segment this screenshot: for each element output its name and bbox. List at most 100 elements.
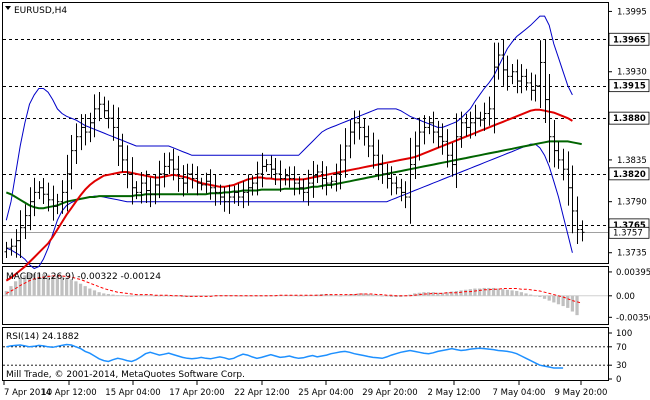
price-bar — [88, 112, 93, 143]
price-bar — [431, 111, 436, 144]
price-bar — [41, 177, 46, 205]
level-price-tag: 1.3965 — [608, 32, 650, 46]
price-bar — [23, 204, 28, 240]
price-bar — [482, 102, 487, 131]
macd-bar — [60, 276, 64, 296]
price-bar — [311, 160, 316, 198]
macd-bar — [241, 295, 245, 297]
macd-bar — [88, 288, 92, 296]
price-bar — [413, 131, 418, 180]
red-moving-average — [5, 108, 573, 282]
time-tick-label: 10 Apr 12:00 — [41, 388, 96, 398]
price-bar — [167, 152, 172, 174]
macd-bar — [575, 295, 579, 316]
macd-bar — [385, 295, 389, 297]
dropdown-triangle-icon[interactable] — [5, 6, 11, 10]
macd-bar — [125, 295, 129, 297]
rsi-panel-frame — [2, 327, 609, 381]
price-bar — [450, 143, 455, 177]
price-bar — [218, 184, 223, 205]
macd-bar — [533, 295, 537, 297]
price-bar — [269, 155, 274, 179]
macd-bar — [454, 290, 459, 296]
macd-bar — [468, 289, 472, 296]
price-bar — [552, 120, 557, 168]
price-bar — [394, 176, 399, 195]
price-bar — [524, 68, 529, 91]
price-bar — [445, 129, 450, 168]
price-bar — [37, 181, 42, 200]
price-bar — [213, 174, 218, 206]
svg-text:1.3765: 1.3765 — [613, 221, 646, 231]
price-bar — [324, 166, 329, 196]
macd-bar — [46, 274, 50, 296]
macd-bar — [306, 295, 310, 296]
current-price-tag: 1.3757 — [608, 226, 650, 239]
macd-axis: 0.00395 0.00 -0.00356 — [608, 268, 650, 323]
macd-tick-label: 0.00395 — [616, 268, 650, 278]
macd-bar — [143, 295, 148, 296]
rsi-series — [6, 343, 564, 369]
price-bar — [408, 137, 413, 224]
price-bar — [529, 72, 534, 101]
time-tick-label: 7 May 04:00 — [493, 388, 546, 398]
price-bar — [28, 187, 33, 231]
price-bar — [389, 166, 394, 196]
price-bar — [83, 114, 88, 146]
macd-bar — [538, 295, 542, 298]
macd-bar — [153, 295, 157, 297]
price-bar — [334, 163, 339, 192]
macd-bar — [55, 275, 59, 296]
price-bars — [4, 39, 585, 259]
price-bar — [130, 157, 135, 205]
price-bar — [171, 148, 176, 181]
rsi-axis: 100 70 30 0 — [608, 329, 632, 385]
macd-bar — [496, 288, 500, 296]
macd-bar — [515, 290, 519, 296]
macd-bar — [482, 287, 486, 296]
macd-bar — [450, 291, 454, 296]
price-bar — [264, 159, 269, 172]
macd-bar — [510, 290, 514, 296]
macd-bar — [297, 295, 301, 297]
time-tick-label: 7 Apr 2014 — [4, 388, 51, 398]
svg-text:1.3915: 1.3915 — [613, 82, 646, 92]
price-bar — [32, 177, 37, 217]
macd-bar — [157, 295, 162, 297]
price-bar — [287, 166, 292, 188]
price-bar — [538, 40, 543, 108]
price-bar — [478, 111, 483, 127]
macd-bar — [97, 292, 101, 296]
macd-bar — [570, 295, 575, 312]
price-bar — [69, 135, 74, 190]
level-price-tag: 1.3915 — [608, 79, 650, 93]
macd-bar — [41, 274, 46, 296]
macd-bar — [334, 295, 338, 296]
macd-bar — [375, 295, 380, 296]
macd-bar — [552, 295, 556, 303]
price-bar — [301, 178, 306, 202]
svg-text:1.3757: 1.3757 — [613, 228, 643, 238]
price-bar — [139, 171, 144, 204]
macd-bar — [431, 292, 435, 296]
macd-bar — [301, 295, 305, 297]
macd-bar — [245, 295, 250, 297]
macd-bar — [181, 295, 185, 298]
price-bar — [162, 152, 167, 188]
macd-bar — [236, 295, 240, 297]
macd-bar — [426, 292, 431, 296]
price-bar — [148, 177, 153, 208]
price-tick-label: 1.3835 — [617, 156, 647, 166]
macd-tick-label: 0.00 — [616, 292, 635, 302]
rsi-line — [6, 343, 564, 369]
price-bar — [283, 168, 288, 186]
macd-bar — [566, 295, 570, 308]
svg-text:1.3880: 1.3880 — [613, 114, 646, 124]
price-bar — [380, 154, 385, 184]
macd-bar — [343, 295, 347, 296]
macd-bar — [18, 277, 22, 296]
price-bar — [255, 161, 260, 196]
macd-tick-label: -0.00356 — [616, 313, 650, 323]
macd-bar — [561, 295, 565, 307]
